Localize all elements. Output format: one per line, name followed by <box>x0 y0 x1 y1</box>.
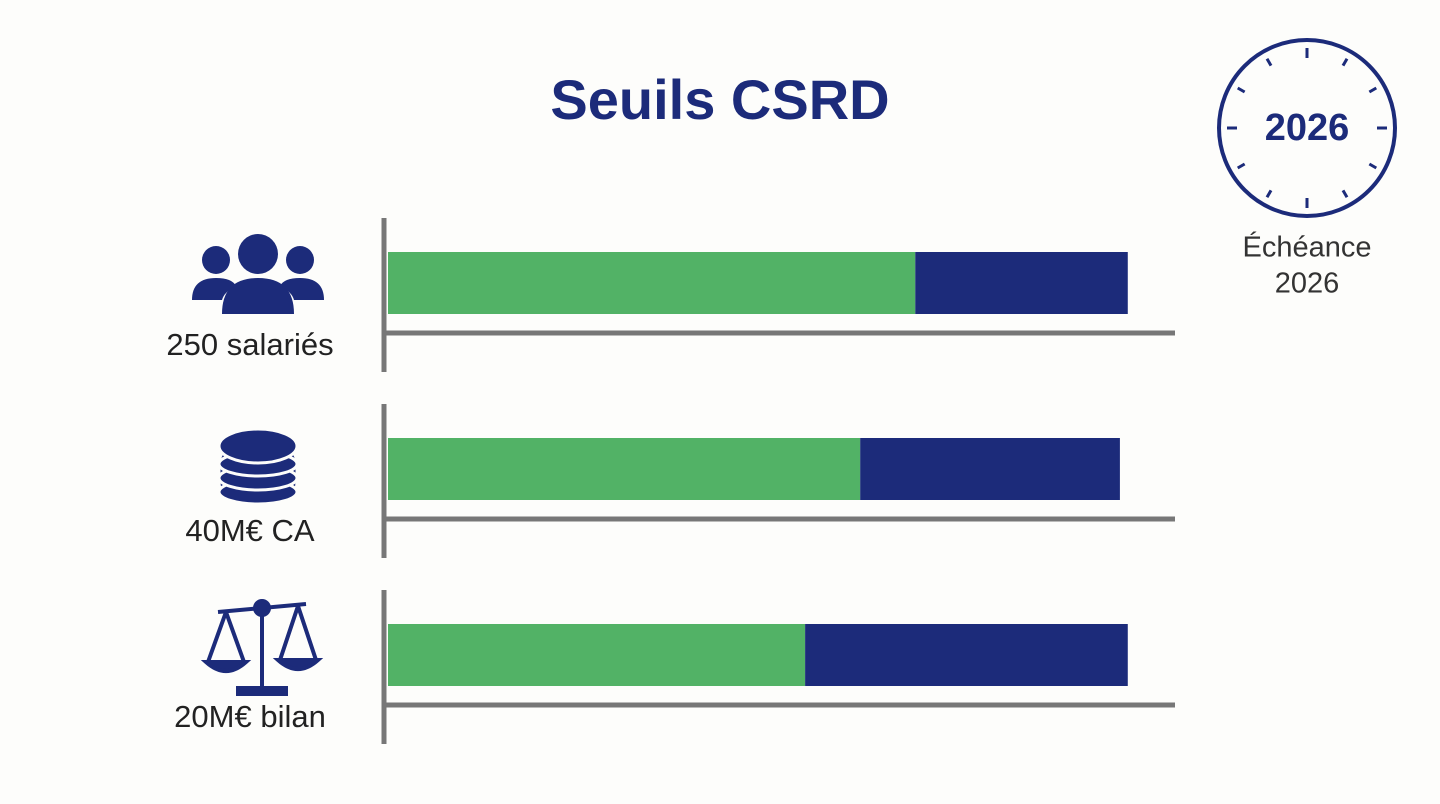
clock-tick <box>1265 57 1273 67</box>
clock-tick <box>1341 57 1349 67</box>
clock-tick <box>1236 162 1246 170</box>
badge-caption: Échéance <box>1243 231 1372 264</box>
icon-coins <box>217 427 299 506</box>
clock-tick <box>1368 86 1378 94</box>
category-label: 20M€ bilan <box>174 699 326 734</box>
bar-segment <box>915 252 1128 314</box>
bar-segment <box>805 624 1128 686</box>
badge-label: 2026 <box>1265 107 1350 149</box>
clock-ticks <box>1227 48 1387 208</box>
icon-people <box>192 234 324 314</box>
clock-tick <box>1368 162 1378 170</box>
bar-segment <box>860 438 1120 500</box>
clock-tick <box>1341 189 1349 199</box>
clock-face <box>1217 38 1397 218</box>
category-label: 250 salariés <box>166 327 333 362</box>
bar-segment <box>388 624 806 686</box>
clock-tick <box>1265 189 1273 199</box>
category-label: 40M€ CA <box>185 513 315 548</box>
bar-segment <box>388 252 916 314</box>
badge-caption: 2026 <box>1275 268 1340 300</box>
chart-title: Seuils CSRD <box>550 68 889 131</box>
bar-segment <box>388 438 861 500</box>
deadline-badge: 2026 Échéance 2026 <box>1217 38 1397 300</box>
icon-scale <box>200 599 324 696</box>
clock-tick <box>1236 86 1246 94</box>
